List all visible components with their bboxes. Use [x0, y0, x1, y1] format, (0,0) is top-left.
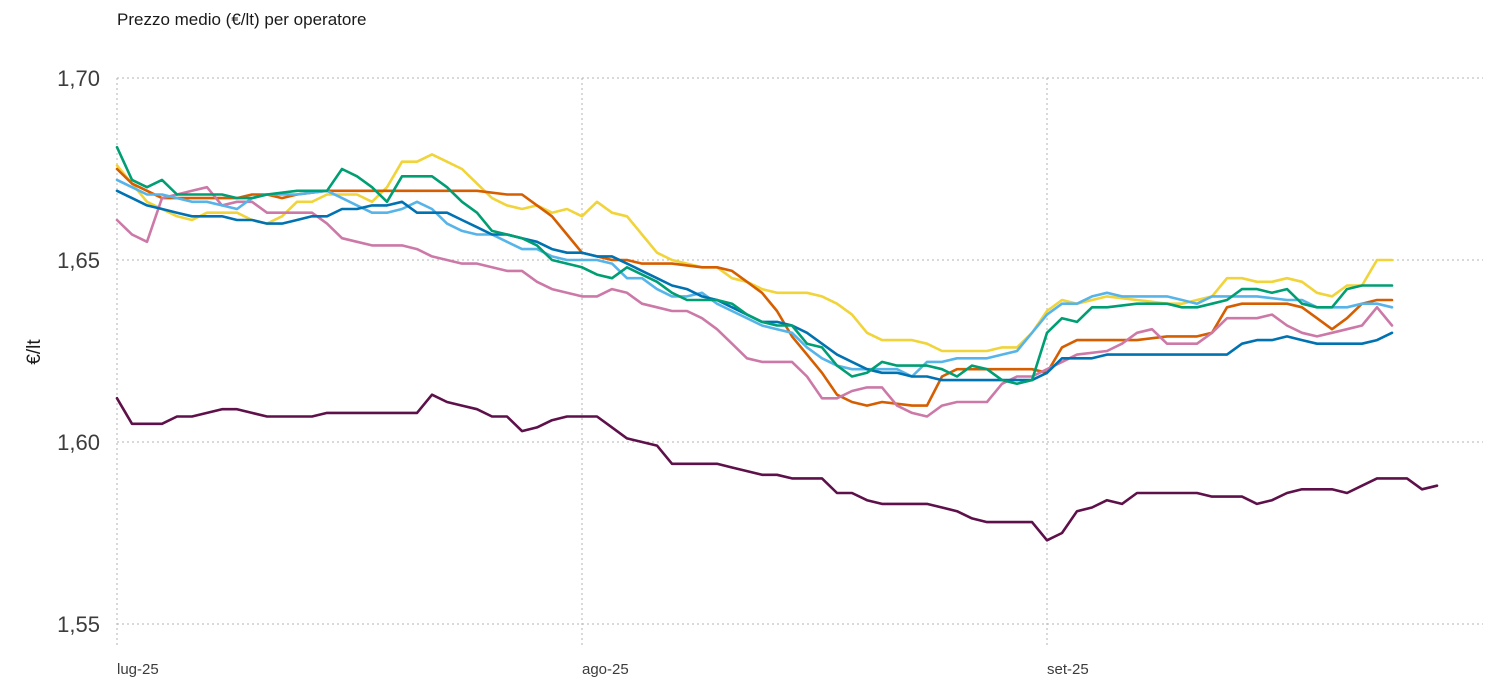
y-axis-ticks: 1,55 1,60 1,65 1,70 [57, 66, 100, 637]
x-axis-ticks: lug-25 ago-25 set-25 [117, 661, 1089, 678]
series-line-4 [115, 178, 1394, 378]
series-line-7 [115, 393, 1439, 542]
series-line-6 [115, 145, 1394, 386]
chart-title: Prezzo medio (€/lt) per operatore [117, 10, 367, 29]
y-tick-label: 1,65 [57, 248, 100, 273]
y-tick-label: 1,60 [57, 430, 100, 455]
series-line-2 [115, 167, 1394, 407]
y-tick-label: 1,70 [57, 66, 100, 91]
x-tick-label: lug-25 [117, 661, 159, 678]
y-tick-label: 1,55 [57, 612, 100, 637]
x-tick-label: ago-25 [582, 661, 629, 678]
grid-lines [116, 77, 1483, 648]
series-line-3 [115, 185, 1394, 418]
y-axis-label: €/lt [24, 339, 45, 365]
x-tick-label: set-25 [1047, 661, 1089, 678]
series-lines [115, 145, 1439, 542]
